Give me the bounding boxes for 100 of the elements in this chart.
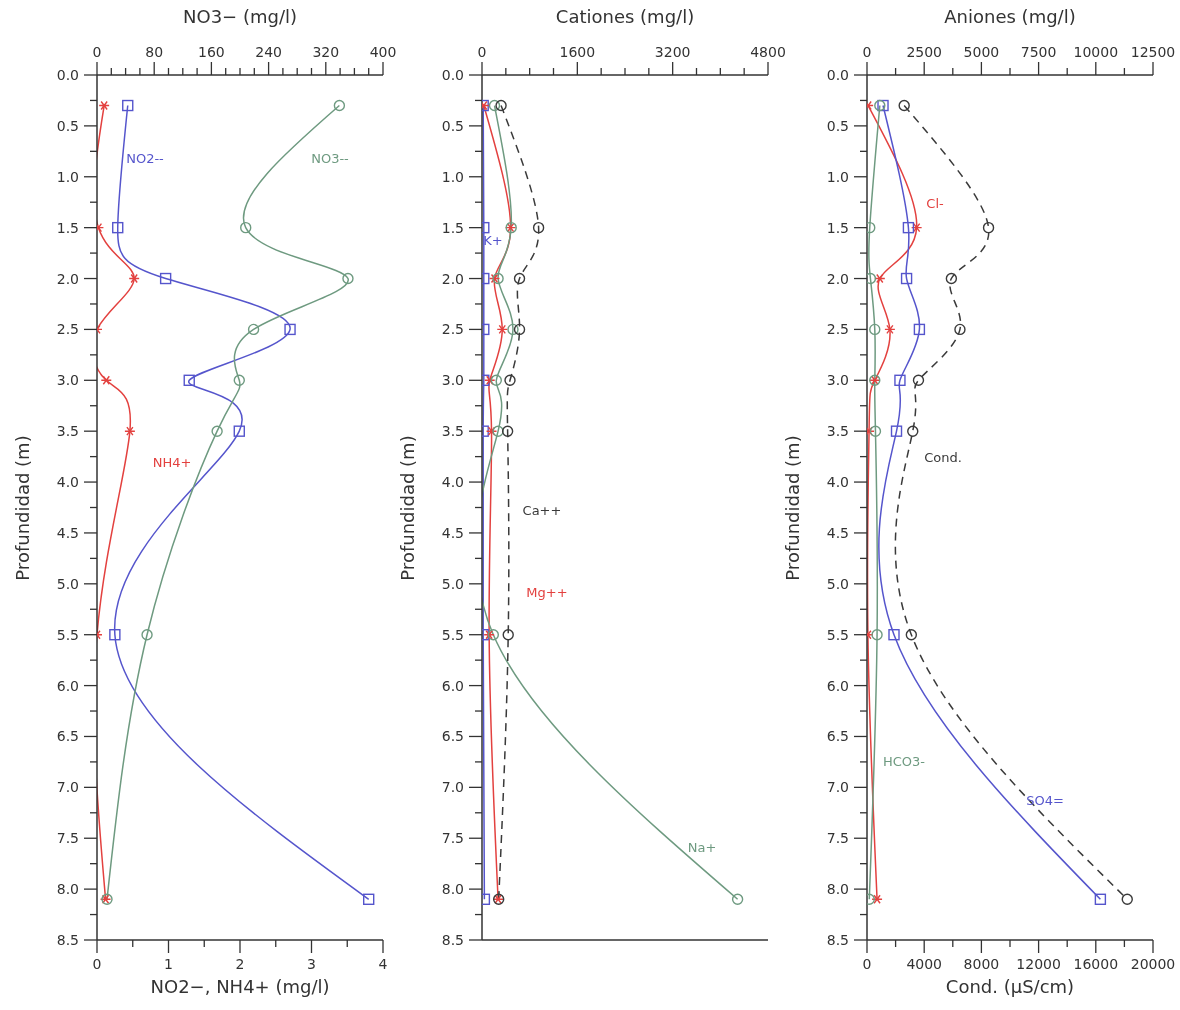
x-tick-label: 0 bbox=[477, 44, 487, 60]
x2-tick-label: 80 bbox=[145, 44, 164, 60]
point bbox=[504, 374, 516, 386]
y-tick-label: 8.0 bbox=[56, 881, 79, 898]
y-tick-label: 6.5 bbox=[826, 728, 849, 745]
y-tick-label: 2.5 bbox=[441, 321, 464, 338]
point bbox=[159, 272, 172, 285]
point bbox=[485, 426, 498, 436]
y-axis-title: Profundidad (m) bbox=[781, 434, 803, 581]
y-tick-label: 2.5 bbox=[56, 321, 79, 338]
x2-tick-label: 160 bbox=[198, 44, 225, 60]
series-label: Cond. bbox=[924, 449, 962, 465]
y-tick-label: 5.5 bbox=[441, 626, 464, 643]
y-tick-label: 4.0 bbox=[441, 474, 464, 491]
point bbox=[483, 630, 495, 640]
point bbox=[495, 99, 507, 112]
point bbox=[1121, 893, 1133, 905]
point bbox=[492, 425, 504, 437]
x2-tick-label: 12500 bbox=[1130, 44, 1176, 60]
series-label: Na+ bbox=[687, 839, 717, 855]
text: Mg++ bbox=[526, 584, 568, 600]
y-tick-label: 7.5 bbox=[56, 830, 79, 847]
y-tick-label: 1.0 bbox=[441, 168, 464, 185]
point bbox=[501, 425, 514, 437]
y-tick-label: 1.0 bbox=[826, 168, 849, 185]
series-label: SO4= bbox=[1026, 792, 1064, 808]
series-label: HCO3- bbox=[882, 753, 926, 769]
point bbox=[513, 272, 526, 285]
point bbox=[363, 893, 375, 905]
x2-tick-label: 5000 bbox=[963, 44, 1000, 60]
x-tick-label: 8000 bbox=[963, 956, 1000, 972]
series-label: Ca++ bbox=[522, 502, 562, 518]
y-tick-label: 0.5 bbox=[826, 117, 849, 134]
point bbox=[912, 374, 925, 386]
series-label: NH4+ bbox=[152, 454, 192, 470]
y-tick-label: 2.0 bbox=[826, 270, 849, 287]
point bbox=[122, 99, 134, 112]
series-label: K+ bbox=[483, 232, 503, 248]
point bbox=[490, 374, 502, 386]
y-tick-label: 3.5 bbox=[826, 423, 849, 440]
point bbox=[284, 323, 296, 336]
y-tick-label: 8.5 bbox=[56, 932, 79, 948]
point bbox=[233, 425, 245, 437]
y-tick-label: 4.5 bbox=[826, 524, 849, 541]
series-label: NO2-- bbox=[126, 150, 164, 166]
point bbox=[496, 324, 508, 335]
series-label: Cl- bbox=[926, 195, 944, 211]
y-tick-label: 3.0 bbox=[826, 372, 849, 389]
point bbox=[502, 629, 514, 641]
x2-axis-title: NO3− (mg/l) bbox=[183, 6, 297, 27]
y-tick-label: 8.0 bbox=[826, 881, 849, 898]
point bbox=[982, 221, 995, 234]
point bbox=[898, 99, 910, 112]
y-tick-label: 4.5 bbox=[56, 524, 79, 541]
point bbox=[124, 426, 136, 436]
y-tick-label: 3.0 bbox=[441, 372, 464, 389]
y-tick-label: 8.0 bbox=[441, 881, 464, 898]
y-tick-label: 5.0 bbox=[56, 575, 79, 592]
point bbox=[731, 893, 744, 905]
x-axis-title: Cond. (µS/cm) bbox=[945, 976, 1075, 997]
y-tick-label: 4.0 bbox=[56, 474, 79, 491]
y-tick-label: 5.0 bbox=[826, 575, 849, 592]
x-tick-label: 4800 bbox=[750, 44, 786, 60]
point bbox=[907, 425, 919, 437]
y-tick-label: 5.5 bbox=[826, 626, 849, 643]
y-tick-label: 8.5 bbox=[441, 932, 464, 948]
point bbox=[128, 273, 140, 284]
y-tick-label: 6.0 bbox=[826, 677, 849, 694]
y-tick-label: 6.0 bbox=[441, 677, 464, 694]
point bbox=[492, 272, 504, 285]
y-tick-label: 2.5 bbox=[826, 321, 849, 338]
x-tick-label: 2 bbox=[235, 956, 245, 972]
point bbox=[183, 374, 195, 386]
y-axis-title: Profundidad (m) bbox=[396, 434, 418, 581]
point bbox=[905, 629, 918, 641]
y-tick-label: 6.5 bbox=[441, 728, 464, 745]
point bbox=[507, 323, 519, 336]
x2-tick-label: 320 bbox=[312, 44, 340, 60]
x-tick-label: 1 bbox=[164, 956, 173, 972]
x-tick-label: 0 bbox=[92, 956, 102, 972]
y-tick-label: 7.5 bbox=[826, 830, 849, 847]
y-tick-label: 7.0 bbox=[826, 779, 849, 796]
x-tick-label: 1600 bbox=[559, 44, 596, 60]
y-tick-label: 1.5 bbox=[441, 219, 464, 236]
point bbox=[109, 629, 121, 641]
y-tick-label: 1.0 bbox=[56, 168, 79, 185]
point bbox=[100, 375, 112, 385]
x2-tick-label: 10000 bbox=[1073, 44, 1119, 60]
point bbox=[513, 323, 526, 336]
x-tick-label: 12000 bbox=[1016, 956, 1061, 972]
y-tick-label: 2.0 bbox=[441, 270, 464, 287]
y-tick-label: 4.0 bbox=[826, 474, 849, 491]
y-tick-label: 1.5 bbox=[826, 219, 849, 236]
series-label: NO3-- bbox=[311, 150, 349, 166]
point bbox=[488, 273, 501, 284]
point bbox=[488, 99, 501, 112]
y-tick-label: 6.0 bbox=[56, 677, 79, 694]
x-axis-title: Cationes (mg/l) bbox=[555, 6, 695, 27]
y-tick-label: 6.5 bbox=[56, 728, 79, 745]
x-tick-label: 0 bbox=[862, 956, 872, 972]
